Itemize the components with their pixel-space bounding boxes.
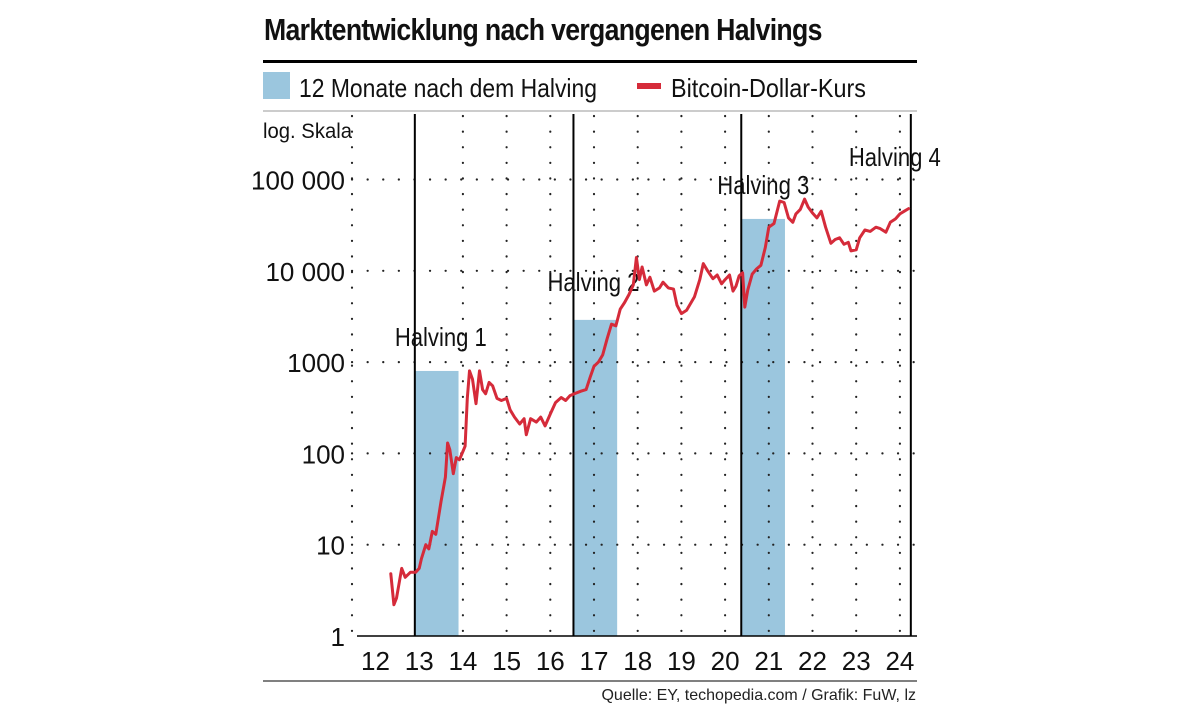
halving-label: Halving 4	[849, 142, 941, 172]
y-axis-label: log. Skala	[263, 120, 352, 143]
x-tick-label: 15	[492, 646, 521, 676]
x-tick-label: 23	[842, 646, 871, 676]
halving-window-bar	[573, 319, 618, 636]
y-tick-label: 1	[331, 622, 345, 652]
y-tick-label: 10 000	[265, 257, 345, 287]
y-tick-label: 100 000	[251, 166, 345, 196]
x-tick-label: 24	[885, 646, 914, 676]
y-tick-label: 100	[302, 439, 345, 469]
x-tick-label: 12	[361, 646, 390, 676]
x-tick-label: 13	[405, 646, 434, 676]
x-tick-label: 17	[580, 646, 609, 676]
series-line-bitcoin-dollar-kurs	[389, 197, 911, 607]
x-tick-label: 22	[798, 646, 827, 676]
x-tick-label: 19	[667, 646, 696, 676]
chart-title: Marktentwicklung nach vergangenen Halvin…	[264, 12, 822, 47]
source-credit: Quelle: EY, techopedia.com / Grafik: FuW…	[601, 687, 916, 704]
halving-window-bar	[414, 370, 459, 636]
halving-window-bar	[741, 218, 785, 636]
halving-label: Halving 3	[717, 170, 809, 200]
x-tick-label: 16	[536, 646, 565, 676]
halving-label: Halving 2	[547, 267, 639, 297]
x-tick-label: 20	[711, 646, 740, 676]
legend-label-line: Bitcoin-Dollar-Kurs	[671, 73, 866, 103]
legend-label-bars: 12 Monate nach dem Halving	[299, 73, 597, 103]
x-tick-label: 14	[448, 646, 477, 676]
y-tick-label: 10	[316, 531, 345, 561]
legend-swatch-line	[637, 83, 661, 89]
legend-swatch-bars	[263, 72, 290, 99]
x-tick-label: 21	[754, 646, 783, 676]
x-tick-label: 18	[623, 646, 652, 676]
y-tick-label: 1000	[287, 348, 345, 378]
halving-label: Halving 1	[395, 322, 487, 352]
